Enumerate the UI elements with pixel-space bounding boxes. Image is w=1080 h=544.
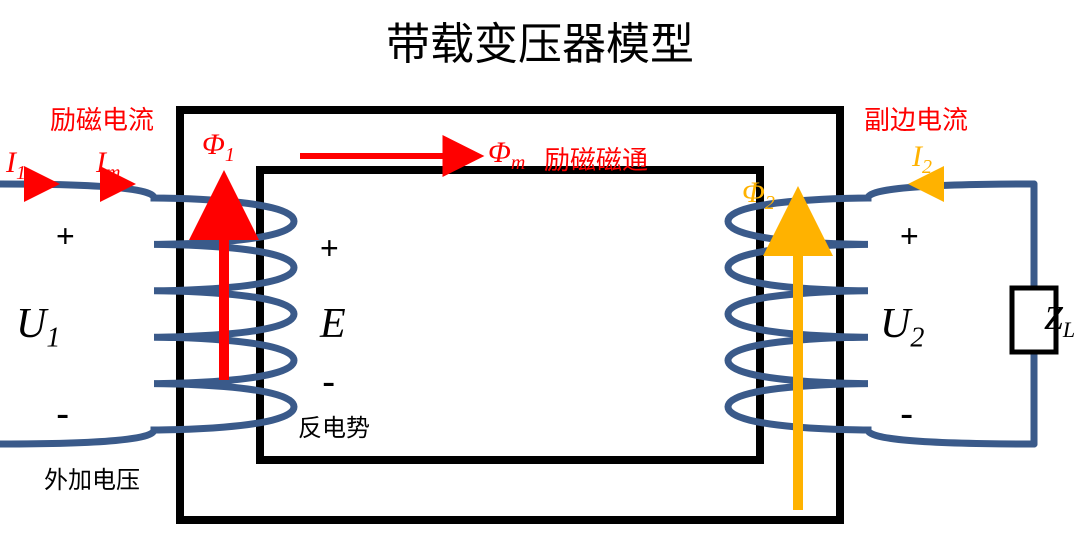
label-U1-minus: - <box>56 392 69 437</box>
label-E: E <box>320 300 346 348</box>
label-I2-name: 副边电流 <box>864 100 968 137</box>
label-U2-minus: - <box>900 392 913 437</box>
label-Im-name: 励磁电流 <box>50 100 154 137</box>
label-U2: U2 <box>880 300 924 354</box>
transformer-diagram: 带载变压器模型 I1 励磁电流 Im Φ1 Φm <box>0 0 1080 544</box>
label-Phim-name: 励磁磁通 <box>544 140 648 177</box>
label-Phim: Φm <box>488 136 525 175</box>
label-E-name: 反电势 <box>298 408 370 443</box>
label-U1-plus: + <box>56 218 75 255</box>
label-I2: I2 <box>912 140 932 179</box>
label-Phi2: Φ2 <box>742 176 775 215</box>
label-Im: Im <box>96 146 120 185</box>
diagram-svg <box>0 0 1080 544</box>
label-I1: I1 <box>6 146 26 185</box>
label-E-minus: - <box>322 360 335 405</box>
label-ZL: ZL <box>1044 300 1075 343</box>
label-U1: U1 <box>16 300 60 354</box>
label-ext-voltage: 外加电压 <box>44 460 140 495</box>
label-U2-plus: + <box>900 218 919 255</box>
label-Phi1: Φ1 <box>202 128 235 167</box>
label-E-plus: + <box>320 230 339 267</box>
